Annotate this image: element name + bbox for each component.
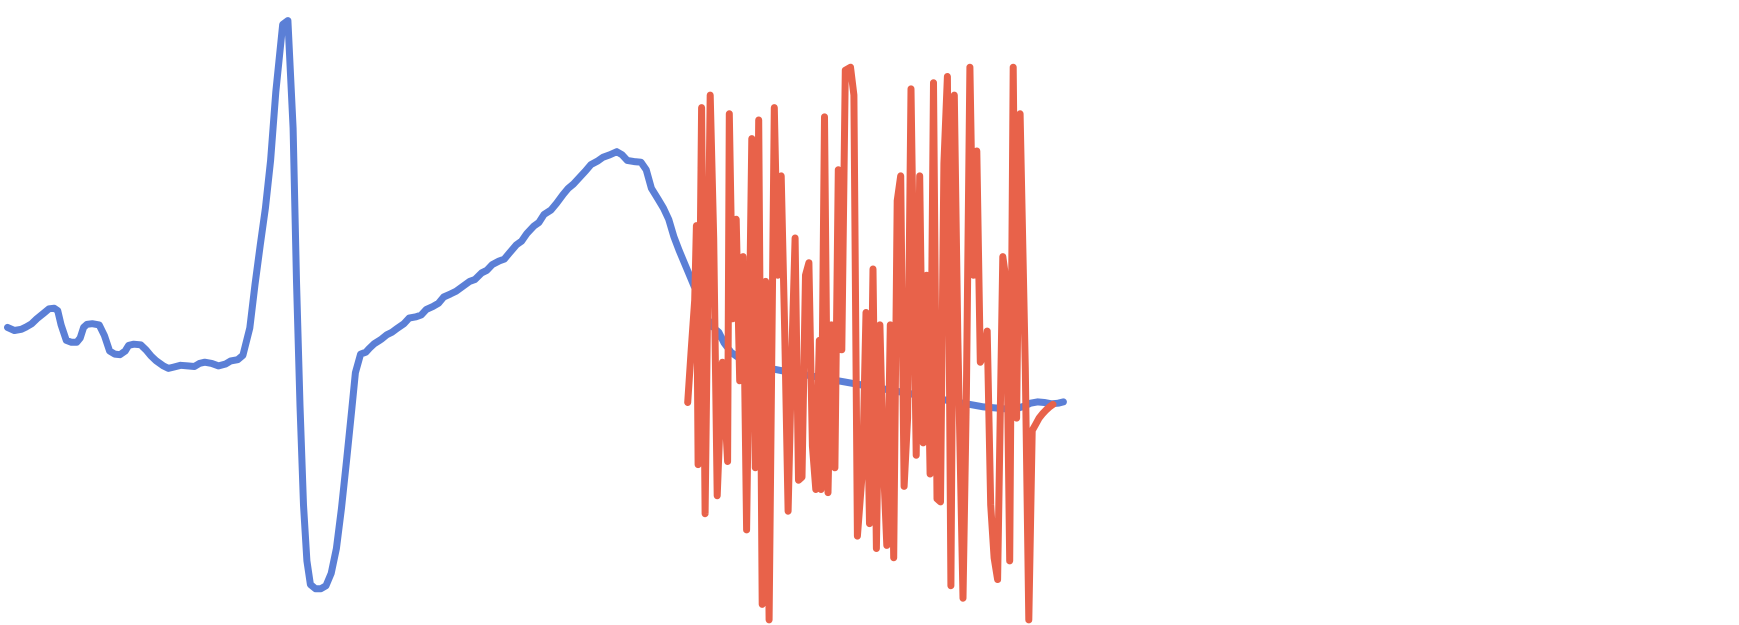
series-layer (4, 17, 1067, 624)
series-line-2 (684, 63, 1057, 624)
